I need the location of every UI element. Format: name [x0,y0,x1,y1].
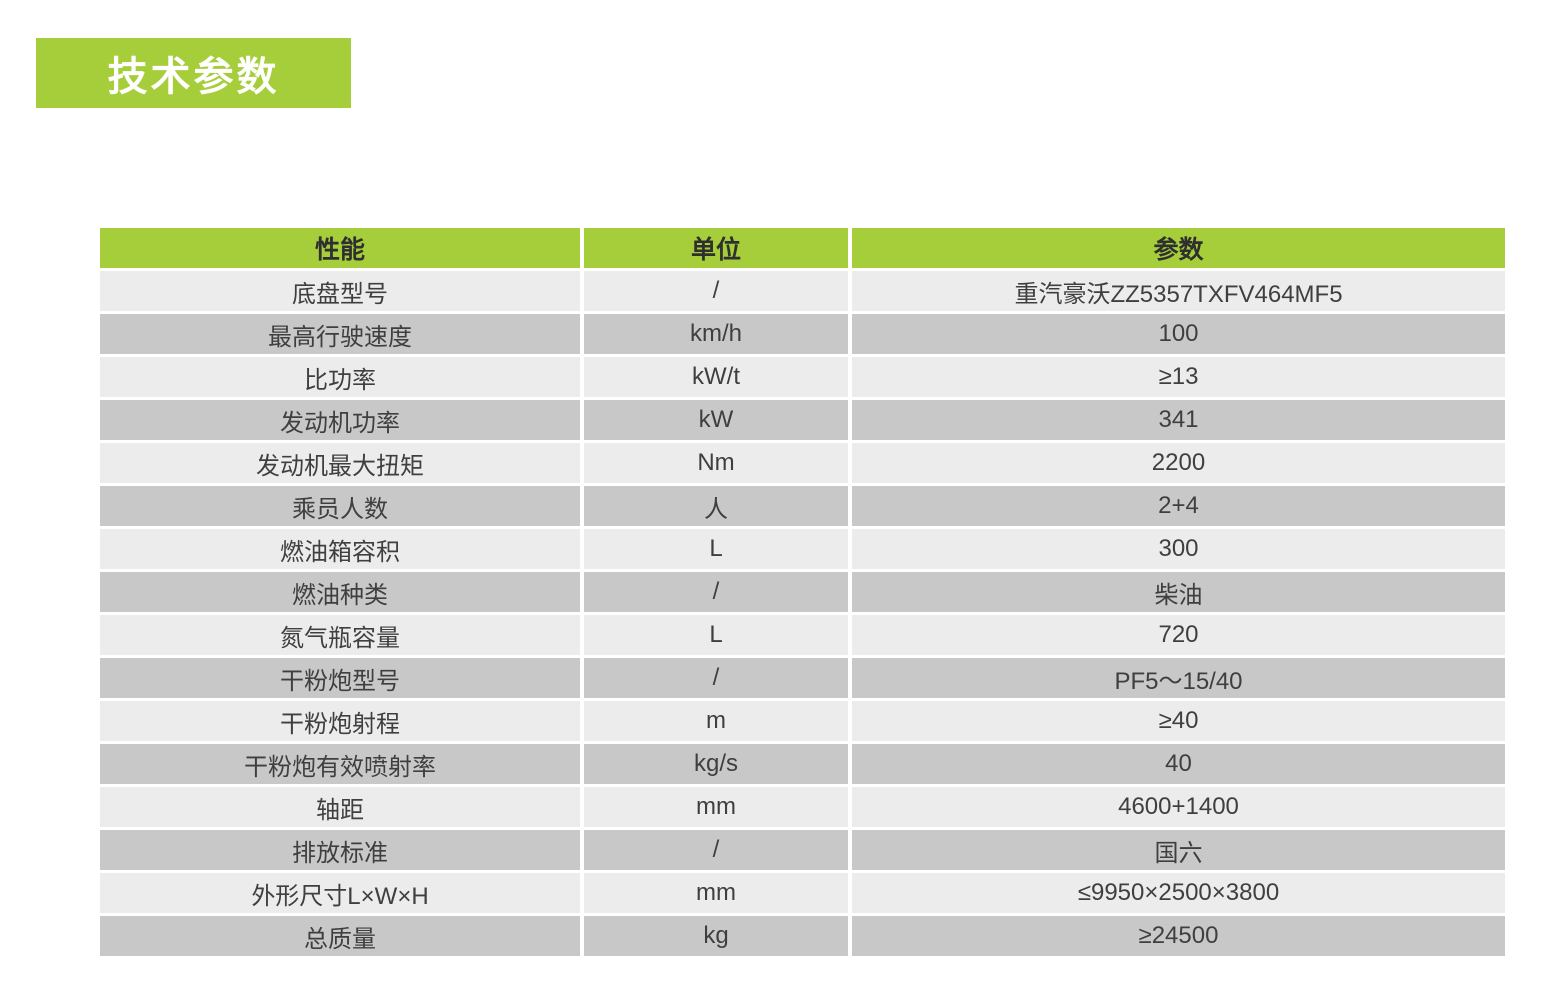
spec-unit-cell: 人 [584,486,848,526]
spec-unit-cell: kW [584,400,848,440]
spec-unit-cell: mm [584,787,848,827]
spec-unit-cell: / [584,658,848,698]
spec-name-cell: 底盘型号 [100,271,580,311]
spec-value-cell: 2+4 [852,486,1505,526]
spec-unit-cell: km/h [584,314,848,354]
spec-name-cell: 干粉炮射程 [100,701,580,741]
spec-value-cell: 720 [852,615,1505,655]
spec-name-cell: 燃油种类 [100,572,580,612]
table-row: 氮气瓶容量 L 720 [100,615,1505,655]
spec-name-cell: 轴距 [100,787,580,827]
table-row: 燃油种类 / 柴油 [100,572,1505,612]
table-row: 总质量 kg ≥24500 [100,916,1505,956]
section-title-badge: 技术参数 [36,38,351,108]
spec-name-cell: 比功率 [100,357,580,397]
column-header-unit: 单位 [584,228,848,268]
spec-name-cell: 发动机最大扭矩 [100,443,580,483]
spec-table-body: 底盘型号 / 重汽豪沃ZZ5357TXFV464MF5 最高行驶速度 km/h … [100,271,1505,956]
table-header-row: 性能 单位 参数 [100,228,1505,268]
spec-unit-cell: L [584,529,848,569]
spec-unit-cell: kW/t [584,357,848,397]
spec-name-cell: 乘员人数 [100,486,580,526]
spec-value-cell: PF5～15/40 [852,658,1505,698]
spec-value-cell: 国六 [852,830,1505,870]
spec-unit-cell: kg/s [584,744,848,784]
table-row: 发动机功率 kW 341 [100,400,1505,440]
table-row: 轴距 mm 4600+1400 [100,787,1505,827]
spec-name-cell: 总质量 [100,916,580,956]
table-row: 底盘型号 / 重汽豪沃ZZ5357TXFV464MF5 [100,271,1505,311]
spec-value-cell: ≥40 [852,701,1505,741]
table-row: 干粉炮型号 / PF5～15/40 [100,658,1505,698]
spec-value-cell: ≥24500 [852,916,1505,956]
spec-unit-cell: mm [584,873,848,913]
spec-value-cell: 100 [852,314,1505,354]
spec-value-cell: 300 [852,529,1505,569]
spec-unit-cell: / [584,572,848,612]
spec-name-cell: 干粉炮有效喷射率 [100,744,580,784]
spec-unit-cell: Nm [584,443,848,483]
table-row: 干粉炮射程 m ≥40 [100,701,1505,741]
column-header-parameter: 参数 [852,228,1505,268]
spec-name-cell: 氮气瓶容量 [100,615,580,655]
column-header-performance: 性能 [100,228,580,268]
spec-value-cell: 4600+1400 [852,787,1505,827]
spec-unit-cell: kg [584,916,848,956]
spec-name-cell: 最高行驶速度 [100,314,580,354]
spec-name-cell: 干粉炮型号 [100,658,580,698]
table-row: 外形尺寸L×W×H mm ≤9950×2500×3800 [100,873,1505,913]
spec-name-cell: 发动机功率 [100,400,580,440]
table-row: 最高行驶速度 km/h 100 [100,314,1505,354]
spec-name-cell: 排放标准 [100,830,580,870]
table-row: 燃油箱容积 L 300 [100,529,1505,569]
spec-unit-cell: m [584,701,848,741]
table-row: 排放标准 / 国六 [100,830,1505,870]
table-row: 发动机最大扭矩 Nm 2200 [100,443,1505,483]
spec-value-cell: ≤9950×2500×3800 [852,873,1505,913]
spec-name-cell: 外形尺寸L×W×H [100,873,580,913]
spec-unit-cell: L [584,615,848,655]
spec-value-cell: 柴油 [852,572,1505,612]
spec-value-cell: 2200 [852,443,1505,483]
spec-table: 性能 单位 参数 底盘型号 / 重汽豪沃ZZ5357TXFV464MF5 最高行… [100,228,1505,959]
spec-unit-cell: / [584,271,848,311]
table-row: 乘员人数 人 2+4 [100,486,1505,526]
spec-name-cell: 燃油箱容积 [100,529,580,569]
section-title: 技术参数 [107,55,280,99]
table-row: 干粉炮有效喷射率 kg/s 40 [100,744,1505,784]
spec-value-cell: ≥13 [852,357,1505,397]
spec-value-cell: 40 [852,744,1505,784]
spec-value-cell: 重汽豪沃ZZ5357TXFV464MF5 [852,271,1505,311]
table-row: 比功率 kW/t ≥13 [100,357,1505,397]
spec-unit-cell: / [584,830,848,870]
spec-value-cell: 341 [852,400,1505,440]
